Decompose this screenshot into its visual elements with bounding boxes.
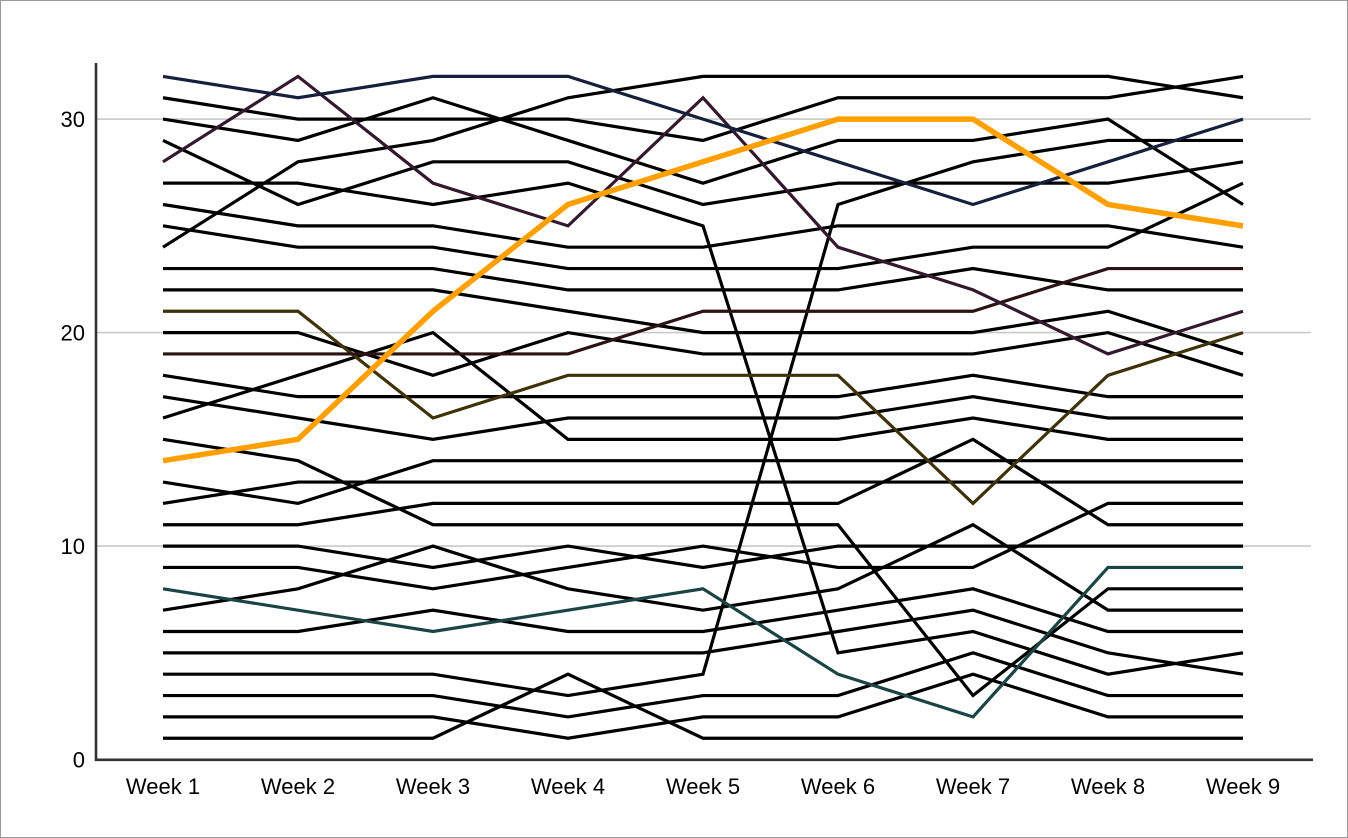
x-tick-label: Week 6	[801, 774, 875, 799]
y-tick-label: 10	[61, 534, 85, 559]
series-black-08-line	[163, 266, 1243, 292]
series-teal-line	[162, 565, 1243, 719]
series-black-13-line	[162, 330, 1243, 441]
x-tick-label: Week 3	[396, 774, 470, 799]
series-black-18-line	[163, 437, 1243, 527]
series-black-24-line	[163, 651, 1243, 719]
x-tick-label: Week 7	[936, 774, 1010, 799]
x-axis-tick-labels: Week 1 Week 2 Week 3 Week 4 Week 5 Week 6 Week…	[126, 774, 1280, 799]
x-tick-label: Week 4	[531, 774, 605, 799]
series-lines	[162, 74, 1244, 740]
series-black-19-line	[162, 437, 1243, 698]
series-black-06-line	[162, 202, 1244, 249]
axis-lines	[94, 63, 1313, 762]
series-black-04-line	[162, 139, 1244, 207]
y-tick-label: 20	[61, 321, 85, 346]
x-tick-label: Week 8	[1071, 774, 1145, 799]
x-tick-label: Week 5	[666, 774, 740, 799]
series-black-26-line	[163, 672, 1243, 740]
series-black-07-line	[162, 181, 1244, 271]
series-black-23-line	[163, 138, 1243, 698]
series-black-01-line	[162, 74, 1244, 249]
series-black-12-line	[162, 395, 1243, 441]
series-black-11-line	[162, 373, 1243, 399]
y-axis-tick-labels: 0 10 20 30	[61, 107, 85, 773]
series-olive-line	[163, 309, 1244, 506]
series-black-05-line	[163, 181, 1244, 676]
series-black-22-line	[163, 608, 1244, 676]
series-black-16-line	[162, 480, 1243, 505]
highlighted-series-line	[162, 116, 1244, 464]
x-tick-label: Week 2	[261, 774, 335, 799]
series-black-14-line	[163, 544, 1243, 570]
series-black-02-line	[162, 74, 1244, 143]
series-black-17-line	[162, 459, 1243, 506]
series-purple-line	[162, 74, 1244, 356]
series-black-03-line	[162, 96, 1244, 206]
series-maroon-line	[163, 266, 1243, 356]
axes	[94, 63, 1313, 762]
y-tick-label: 0	[73, 748, 85, 773]
x-tick-label: Week 9	[1206, 774, 1280, 799]
x-tick-label: Week 1	[126, 774, 200, 799]
series-black-25-line	[163, 672, 1243, 740]
series-black-20-line	[162, 522, 1243, 612]
series-black-09-line	[163, 288, 1244, 356]
y-tick-label: 30	[61, 107, 85, 132]
